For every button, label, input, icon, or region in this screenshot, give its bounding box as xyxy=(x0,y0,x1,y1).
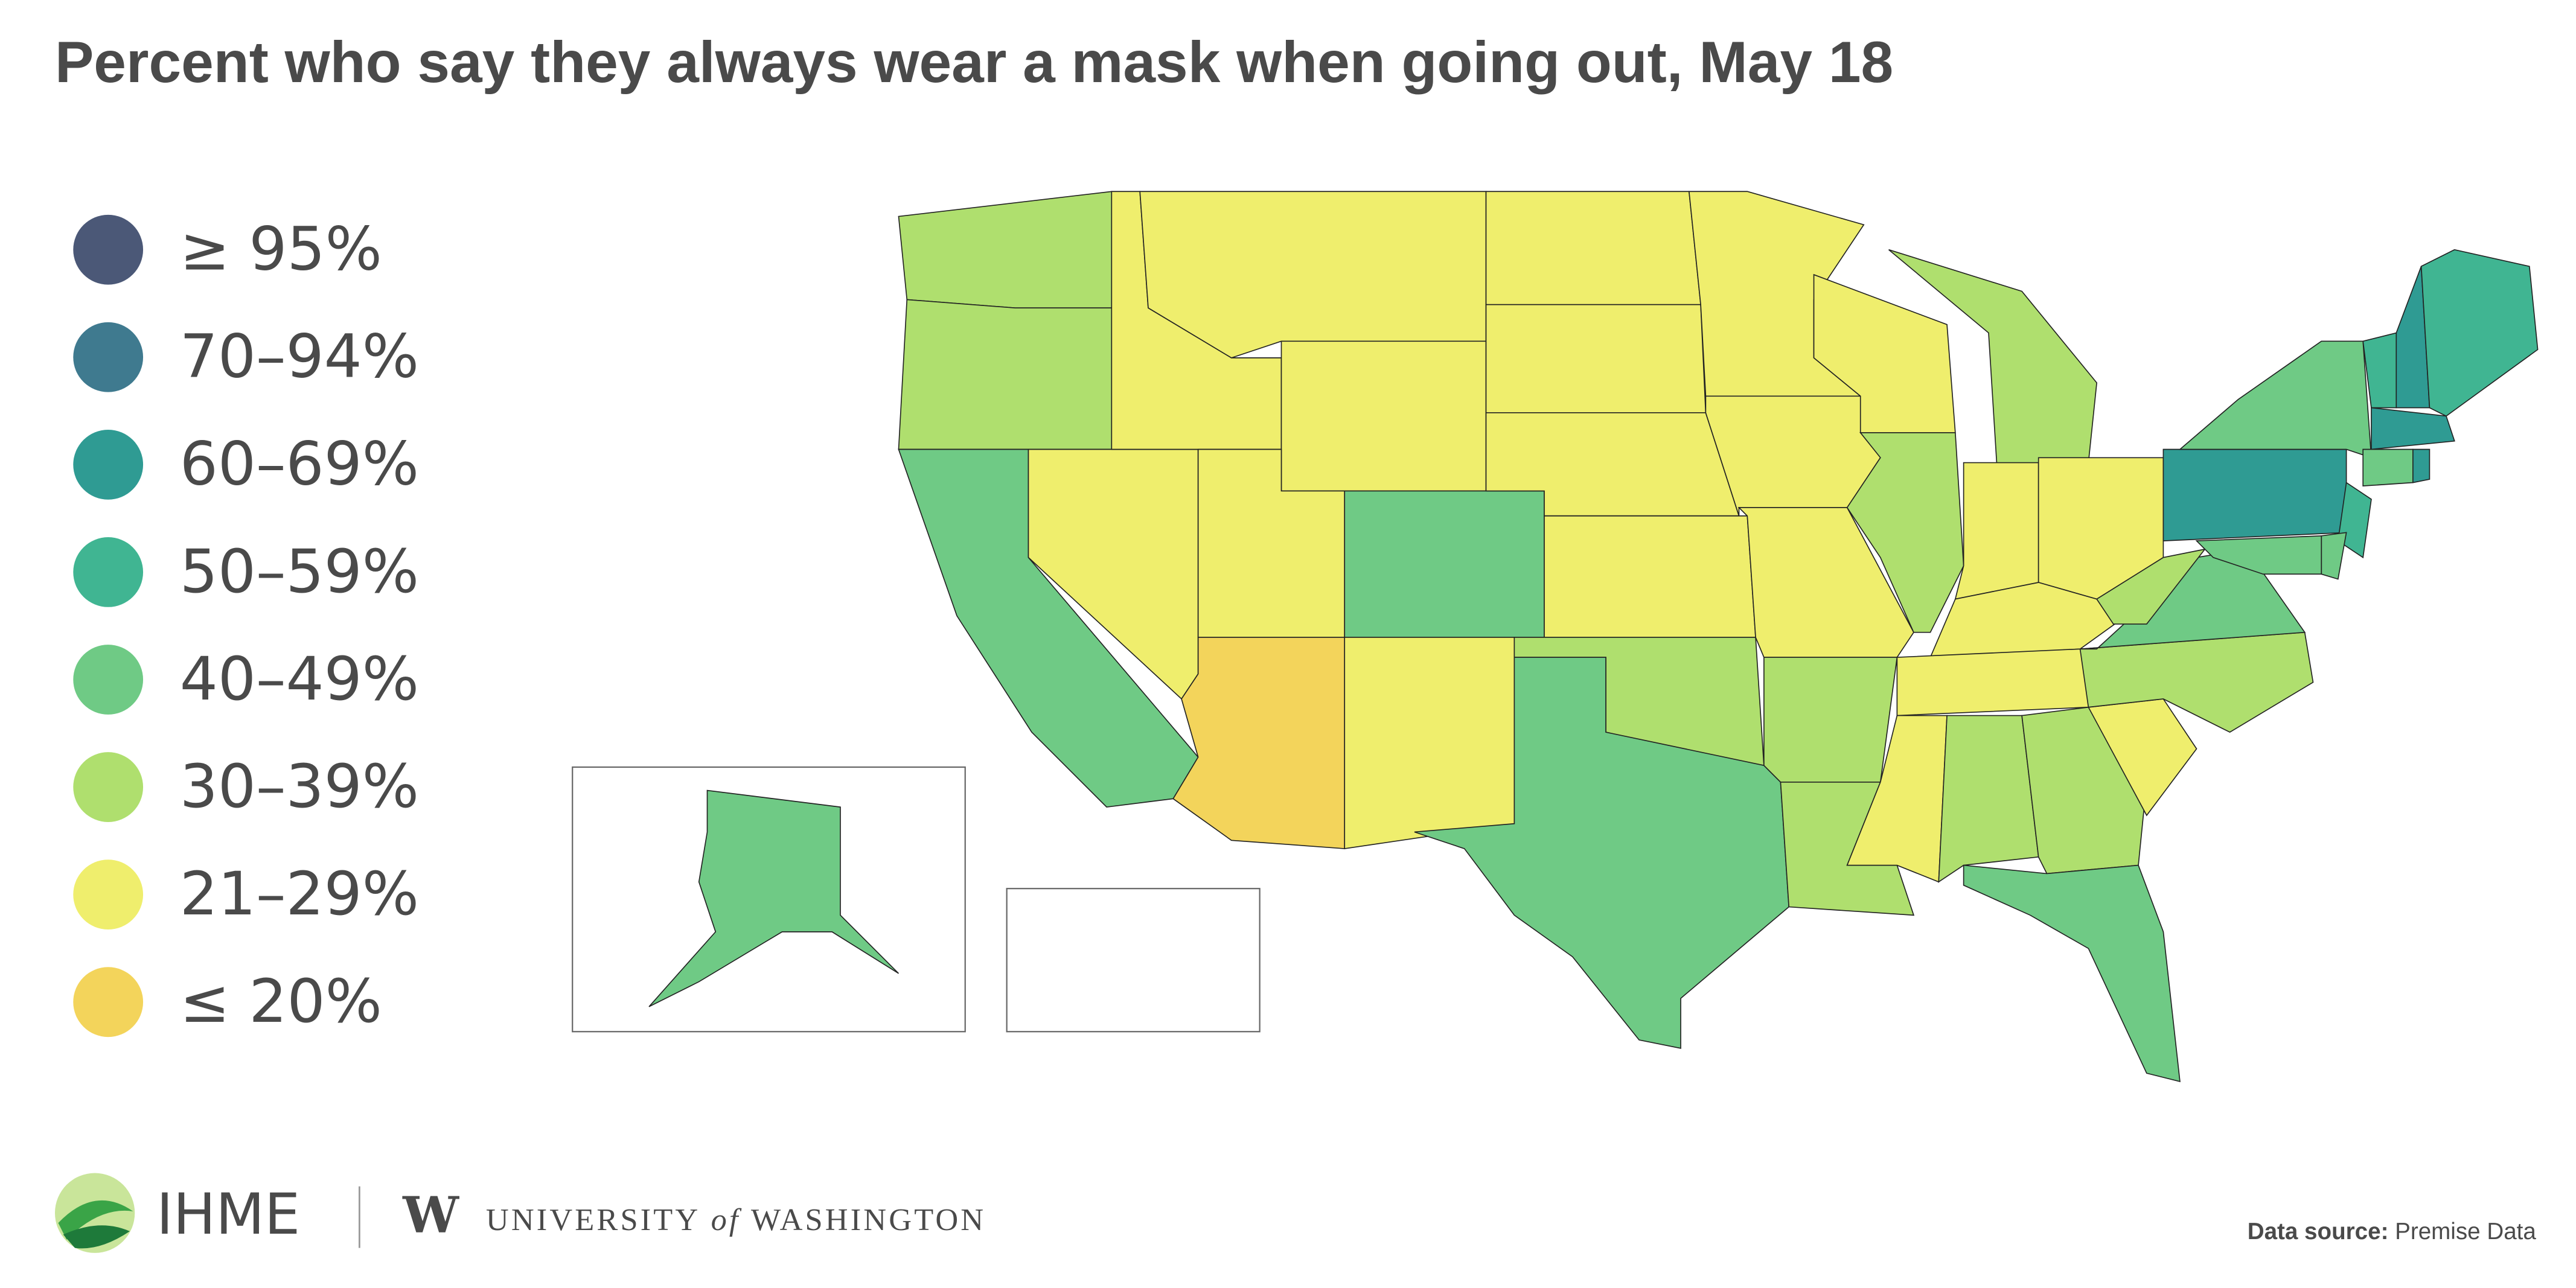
state-region xyxy=(1813,273,1956,433)
source: Data source: Premise Data xyxy=(2248,1219,2537,1245)
legend-swatch xyxy=(73,752,144,822)
state-region xyxy=(1280,340,1487,492)
state-region xyxy=(1344,490,1545,638)
state-region xyxy=(1344,637,1515,850)
state-region xyxy=(898,299,1113,450)
state-region xyxy=(1954,462,2039,600)
state-region xyxy=(648,789,900,1007)
state-region xyxy=(2162,448,2347,541)
state-region xyxy=(1544,515,1756,638)
hawaii-inset-frame xyxy=(1006,888,1261,1033)
state-region xyxy=(2337,482,2372,559)
state-region xyxy=(2371,407,2455,450)
state-region xyxy=(2321,532,2347,580)
state-region xyxy=(2178,340,2372,459)
state-region xyxy=(2412,448,2431,483)
state-region xyxy=(2362,448,2414,487)
state-region xyxy=(1938,715,2039,883)
uw-washington: WASHINGTON xyxy=(751,1202,986,1237)
alaska-inset-frame xyxy=(572,766,966,1033)
state-region xyxy=(1485,191,1702,305)
source-text: Premise Data xyxy=(2395,1219,2536,1245)
state-region xyxy=(1414,657,1790,1049)
ihme-logo xyxy=(54,1173,135,1253)
legend-swatch xyxy=(73,967,144,1038)
legend-label: 70–94% xyxy=(180,322,419,392)
state-region xyxy=(2195,535,2322,575)
legend-swatch xyxy=(73,429,144,500)
legend-label: 40–49% xyxy=(180,645,419,714)
uw-of: of xyxy=(711,1202,742,1237)
uw-university: UNIVERSITY xyxy=(486,1202,700,1237)
uw-name: UNIVERSITY of WASHINGTON xyxy=(486,1202,986,1237)
state-region xyxy=(1763,657,1898,783)
ihme-text: IHME xyxy=(156,1182,300,1248)
state-region xyxy=(1963,864,2181,1083)
legend-swatch xyxy=(73,214,144,285)
legend-label: 60–69% xyxy=(180,430,419,499)
state-region xyxy=(898,191,1113,309)
legend-swatch xyxy=(73,322,144,392)
state-region xyxy=(2095,548,2207,625)
legend-label: 50–59% xyxy=(180,537,419,607)
state-region xyxy=(1485,304,1707,413)
state-region xyxy=(1172,637,1346,849)
legend-label: ≤ 20% xyxy=(180,967,382,1036)
legend-swatch xyxy=(73,537,144,607)
legend-label: ≥ 95% xyxy=(180,215,382,284)
legend-label: 21–29% xyxy=(180,859,419,929)
state-region xyxy=(2420,249,2539,417)
state-region xyxy=(1846,432,1964,633)
source-label: Data source: xyxy=(2248,1219,2389,1245)
legend-swatch xyxy=(73,859,144,930)
state-region xyxy=(2362,332,2397,409)
state-region xyxy=(1139,191,1487,359)
uw-mark: W xyxy=(402,1185,459,1245)
title: Percent who say they always wear a mask … xyxy=(55,30,1893,95)
legend-label: 30–39% xyxy=(180,752,419,821)
legend-swatch xyxy=(73,645,144,715)
